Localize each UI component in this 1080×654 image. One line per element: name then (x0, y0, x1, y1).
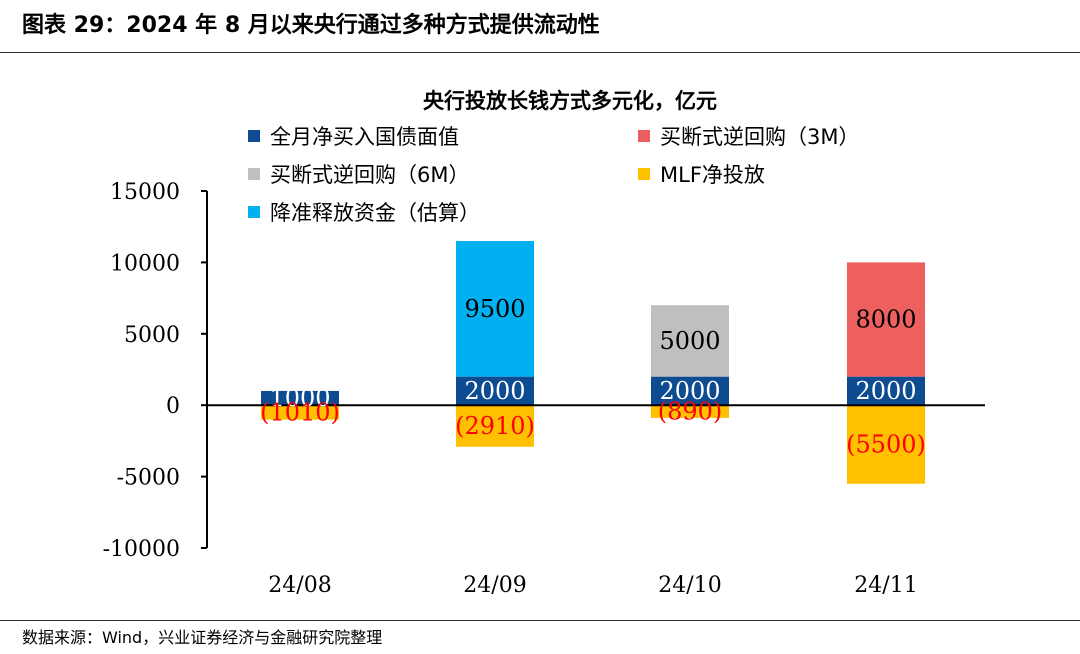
legend-label: 全月净买入国债面值 (270, 125, 459, 149)
x-tick-label: 24/09 (463, 573, 526, 598)
legend-label: 买断式逆回购（6M） (270, 163, 469, 187)
bar-24-11-series-0 (847, 376, 925, 406)
x-tick-label: 24/08 (268, 573, 331, 598)
data-label-24-11-series-0: 2000 (855, 377, 916, 405)
legend-label: 买断式逆回购（3M） (660, 125, 859, 149)
bar-24-09-series-3 (456, 405, 534, 447)
data-label-24-10-series-2: 5000 (659, 327, 720, 355)
legend-swatch (638, 130, 650, 142)
data-label-24-08-series-3: (1010) (260, 398, 340, 426)
y-tick-label: 0 (166, 394, 180, 419)
y-tick-labels: 15000 10000 5000 0 -5000 -10000 (103, 180, 180, 562)
bottom-rule (0, 620, 1080, 621)
chart-title: 央行投放长钱方式多元化，亿元 (423, 89, 717, 113)
y-tick-label: 5000 (124, 323, 180, 348)
data-label-24-09-series-0: 2000 (464, 377, 525, 405)
data-label-24-11-series-3: (5500) (846, 430, 926, 458)
legend: 全月净买入国债面值 买断式逆回购（3M） 买断式逆回购（6M） MLF净投放降准释放资… (248, 125, 859, 225)
x-tick-label: 24/11 (854, 573, 917, 598)
y-tick-label: 10000 (110, 251, 180, 276)
data-labels: 1000(1010)2000(2910)950020005000(890)200… (260, 295, 926, 459)
legend-swatch (248, 168, 260, 180)
bar-layer (261, 240, 925, 484)
legend-label: MLF净投放 (660, 163, 765, 187)
source-note: 数据来源：Wind，兴业证券经济与金融研究院整理 (22, 628, 383, 647)
data-label-24-08-series-0: 1000 (269, 384, 330, 412)
figure-header: 图表 29：2024 年 8 月以来央行通过多种方式提供流动性 (22, 13, 600, 38)
legend-swatch (638, 168, 650, 180)
bar-24-10-series-0 (651, 376, 729, 406)
x-tick-label: 24/10 (658, 573, 721, 598)
y-tick-label: -5000 (117, 466, 180, 491)
data-label-24-09-series-4: 9500 (464, 295, 525, 323)
data-label-24-10-series-0: 2000 (659, 377, 720, 405)
y-tick-label: -10000 (103, 537, 180, 562)
axes-layer (201, 190, 985, 549)
y-tick-label: 15000 (110, 180, 180, 205)
bar-24-11-series-3 (847, 405, 925, 484)
data-label-24-09-series-3: (2910) (455, 412, 535, 440)
bar-24-08-series-3 (261, 405, 339, 420)
legend-swatch (248, 206, 260, 218)
chart-canvas: 央行投放长钱方式多元化，亿元 15000 10000 5000 0 -5000 -1000… (103, 89, 985, 598)
bar-24-10-series-2 (651, 305, 729, 377)
legend-swatch (248, 130, 260, 142)
top-rule (0, 52, 1080, 53)
bar-24-08-series-0 (261, 390, 339, 406)
bar-24-11-series-1 (847, 262, 925, 377)
x-tick-labels: 24/08 24/09 24/10 24/11 (268, 573, 917, 598)
legend-label: 降准释放资金（估算） (270, 201, 480, 225)
bar-24-09-series-0 (456, 376, 534, 406)
bar-24-10-series-3 (651, 405, 729, 418)
data-label-24-11-series-1: 8000 (855, 306, 916, 334)
bar-24-09-series-4 (456, 240, 534, 377)
data-label-24-10-series-3: (890) (658, 398, 723, 426)
